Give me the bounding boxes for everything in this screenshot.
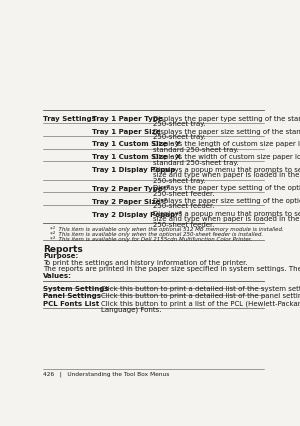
Text: Tray 2 Paper Type*²: Tray 2 Paper Type*²	[92, 185, 170, 192]
Text: Displays the paper size setting of the standard: Displays the paper size setting of the s…	[153, 129, 300, 135]
Text: 250-sheet tray.: 250-sheet tray.	[153, 121, 205, 127]
Text: Displays the width of custom size paper loaded in the: Displays the width of custom size paper …	[153, 154, 300, 160]
Text: Tray 2 Paper Size*²: Tray 2 Paper Size*²	[92, 198, 167, 205]
Text: standard 250-sheet tray.: standard 250-sheet tray.	[153, 160, 238, 166]
Text: Displays a popup menu that prompts to set the paper: Displays a popup menu that prompts to se…	[153, 211, 300, 217]
Text: size and type when paper is loaded in the optional: size and type when paper is loaded in th…	[153, 216, 300, 222]
Text: Language) Fonts.: Language) Fonts.	[101, 306, 162, 313]
Text: Purpose:: Purpose:	[43, 253, 79, 259]
Text: *³  This item is available only for Dell 2155cdn Multifunction Color Printer.: *³ This item is available only for Dell …	[50, 236, 253, 242]
Text: Panel Settings: Panel Settings	[43, 294, 101, 299]
Text: Displays a popup menu that prompts to set the paper: Displays a popup menu that prompts to se…	[153, 167, 300, 173]
Text: Tray 1 Display Popup: Tray 1 Display Popup	[92, 167, 176, 173]
Text: size and type when paper is loaded in the standard: size and type when paper is loaded in th…	[153, 173, 300, 178]
Text: Reports: Reports	[43, 245, 83, 254]
Text: To print the settings and history information of the printer.: To print the settings and history inform…	[43, 260, 248, 266]
Text: PCL Fonts List: PCL Fonts List	[43, 301, 100, 307]
Text: Tray 1 Custom Size - Y: Tray 1 Custom Size - Y	[92, 141, 181, 147]
Text: The reports are printed in the paper size specified in system settings. The defa: The reports are printed in the paper siz…	[43, 267, 300, 273]
Text: Click this button to print a list of the PCL (Hewlett-Packard Printer Control: Click this button to print a list of the…	[101, 301, 300, 307]
Text: 250-sheet feeder.: 250-sheet feeder.	[153, 222, 214, 227]
Text: Click this button to print a detailed list of the system settings.: Click this button to print a detailed li…	[101, 286, 300, 292]
Text: Tray 1 Paper Size: Tray 1 Paper Size	[92, 129, 160, 135]
Text: Displays the paper size setting of the optional: Displays the paper size setting of the o…	[153, 198, 300, 204]
Text: System Settings: System Settings	[43, 286, 109, 292]
Text: Click this button to print a detailed list of the panel settings.: Click this button to print a detailed li…	[101, 294, 300, 299]
Text: 426   |   Understanding the Tool Box Menus: 426 | Understanding the Tool Box Menus	[43, 371, 170, 377]
Text: Tray 1 Paper Type: Tray 1 Paper Type	[92, 116, 163, 122]
Text: Displays the paper type setting of the standard: Displays the paper type setting of the s…	[153, 116, 300, 122]
Text: Tray 1 Custom Size - X: Tray 1 Custom Size - X	[92, 154, 181, 160]
Text: *²  This item is available only when the optional 250-sheet feeder is installed.: *² This item is available only when the …	[50, 230, 263, 236]
Text: Tray 2 Display Popup*²: Tray 2 Display Popup*²	[92, 211, 182, 218]
Text: standard 250-sheet tray.: standard 250-sheet tray.	[153, 147, 238, 153]
Text: Tray Settings: Tray Settings	[43, 116, 96, 122]
Text: 250-sheet tray.: 250-sheet tray.	[153, 134, 205, 140]
Text: 250-sheet feeder.: 250-sheet feeder.	[153, 203, 214, 209]
Text: 250-sheet feeder.: 250-sheet feeder.	[153, 190, 214, 196]
Text: *¹  This item is available only when the optional 512 MB memory module is instal: *¹ This item is available only when the …	[50, 226, 284, 232]
Text: Displays the paper type setting of the optional: Displays the paper type setting of the o…	[153, 185, 300, 191]
Text: 250-sheet tray.: 250-sheet tray.	[153, 178, 205, 184]
Text: Displays the length of custom size paper loaded in the: Displays the length of custom size paper…	[153, 141, 300, 147]
Text: Values:: Values:	[43, 273, 72, 279]
